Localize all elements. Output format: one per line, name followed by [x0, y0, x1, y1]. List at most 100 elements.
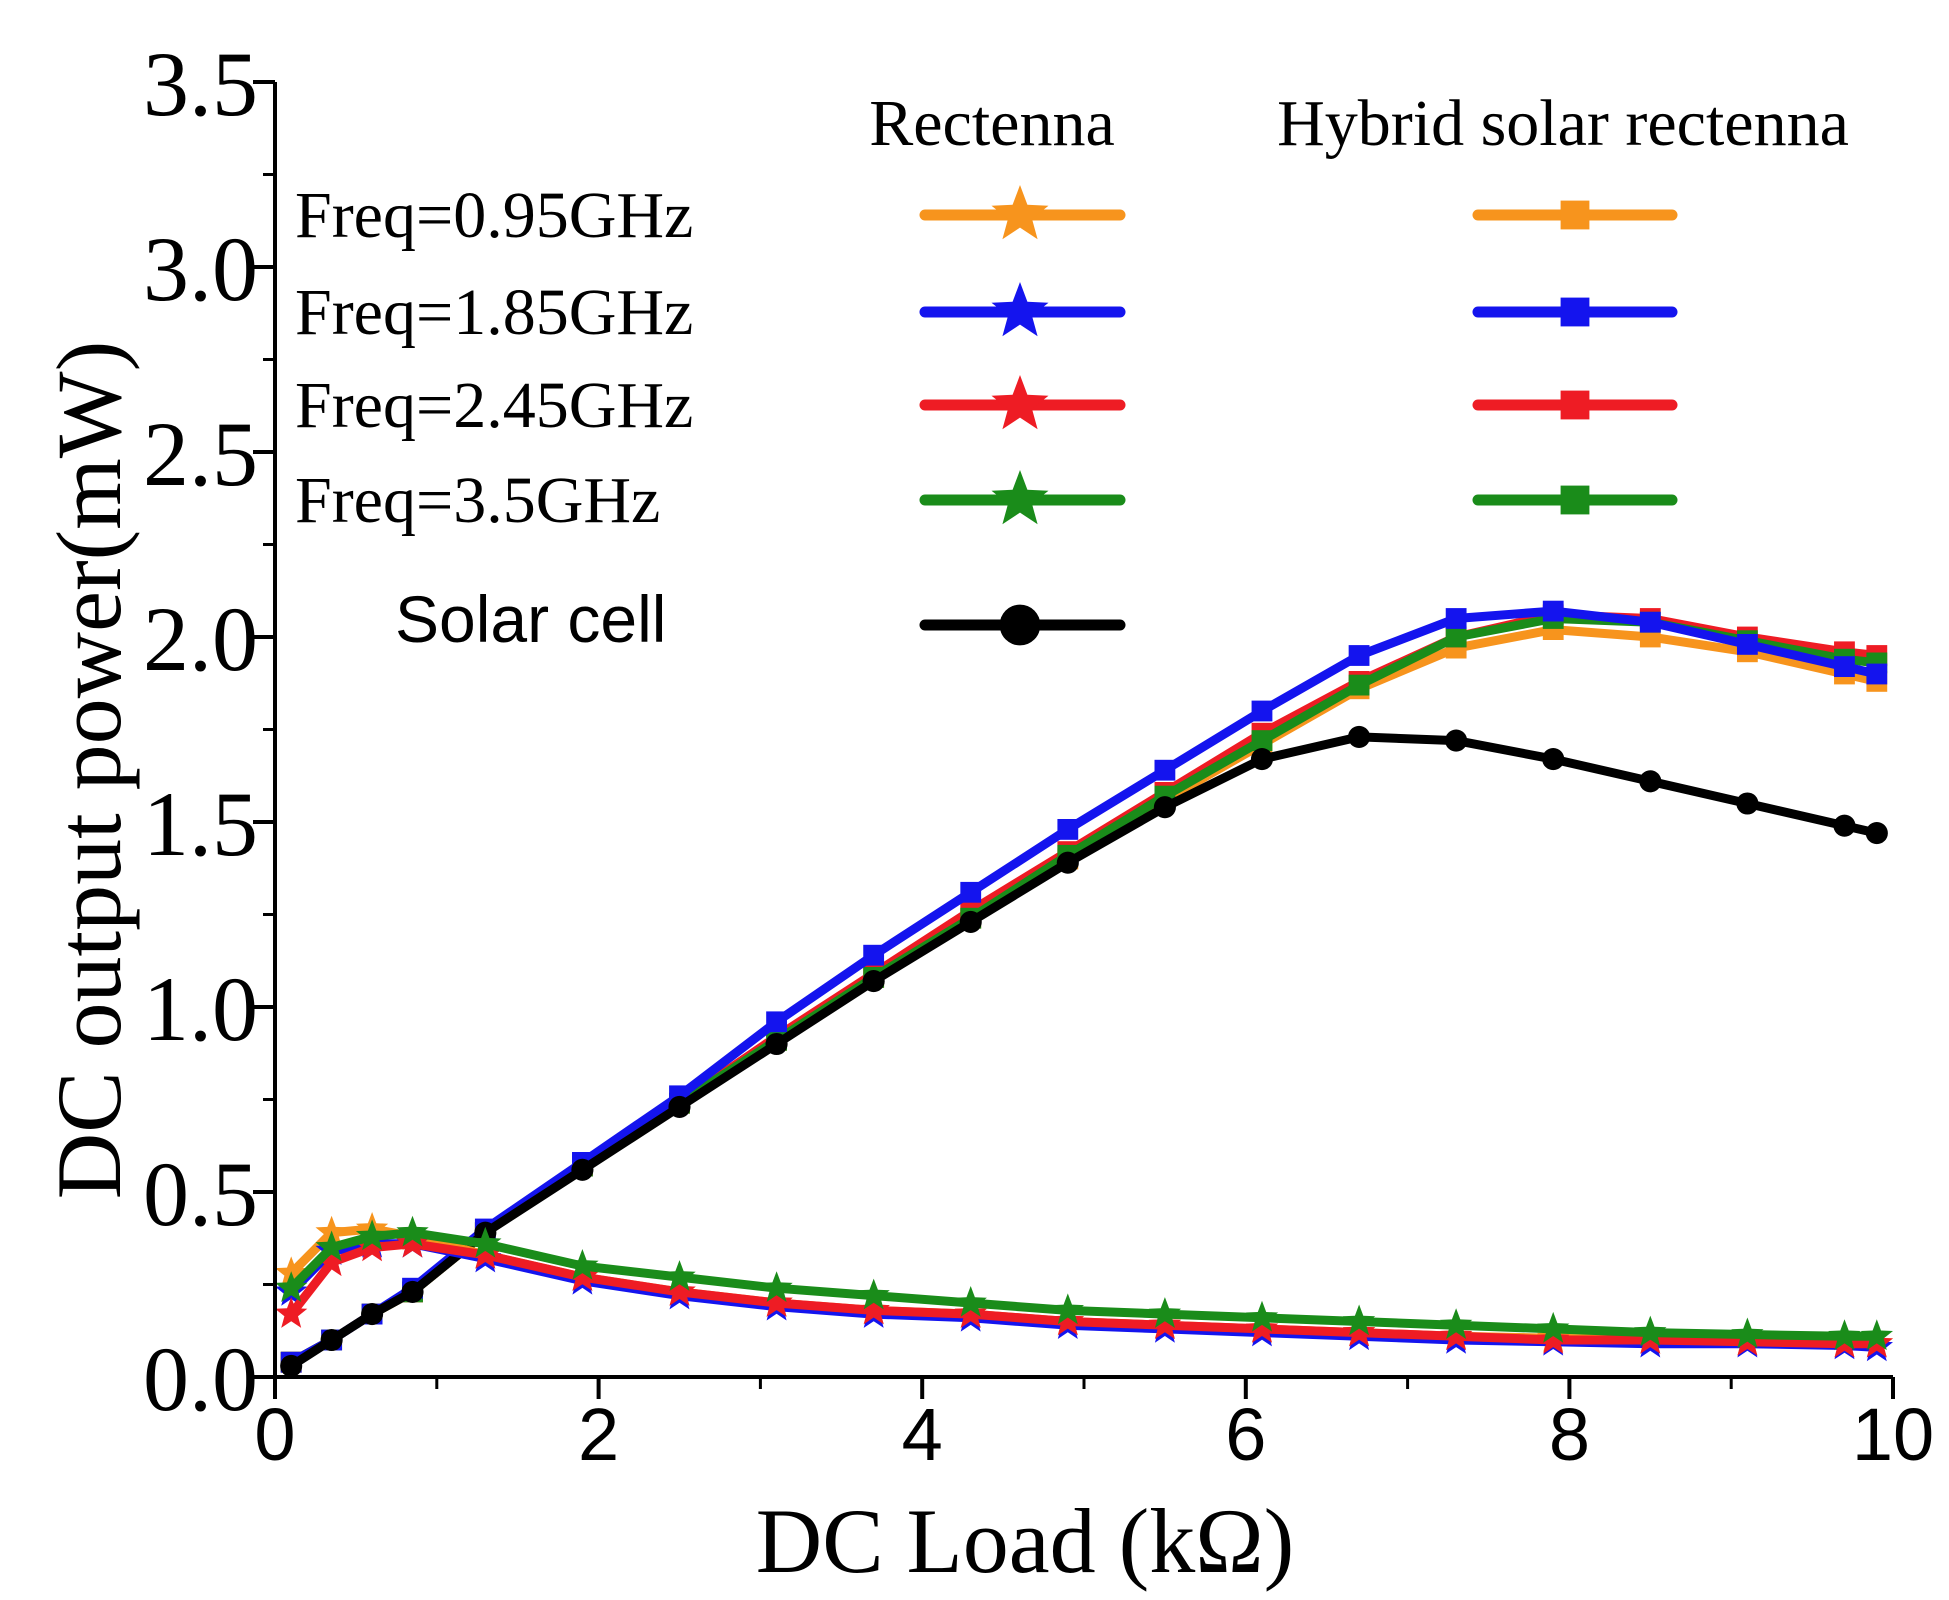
- data-point: [1833, 814, 1856, 837]
- x-tick-label: 4: [902, 1393, 943, 1476]
- data-point: [1154, 759, 1176, 781]
- data-point: [1445, 729, 1468, 752]
- data-point: [663, 1274, 696, 1306]
- legend-solar-marker: [999, 604, 1041, 646]
- data-point: [1445, 626, 1467, 648]
- data-point: [1153, 796, 1176, 819]
- data-point: [1348, 645, 1370, 666]
- series-hybrid-6: [280, 604, 1888, 1373]
- legend-hybrid-marker: [1560, 297, 1590, 327]
- legend-rectenna-marker: [991, 470, 1049, 525]
- data-point: [1251, 700, 1273, 722]
- data-point: [857, 1293, 890, 1325]
- y-tick-label: 2.5: [143, 403, 258, 505]
- data-point: [1542, 600, 1564, 622]
- y-tick-label: 1.5: [143, 773, 258, 875]
- series-line: [286, 732, 1882, 1371]
- legend: Rectenna Hybrid solar rectenna Freq=0.95…: [295, 87, 1849, 656]
- data-point: [361, 1303, 384, 1326]
- data-point: [280, 1354, 303, 1377]
- legend-hybrid-marker: [1560, 390, 1590, 420]
- data-point: [1828, 1319, 1861, 1351]
- data-point: [355, 1230, 389, 1262]
- data-point: [663, 1260, 696, 1291]
- data-point: [1634, 1315, 1667, 1347]
- y-axis-label: DC output power(mW): [38, 341, 140, 1200]
- data-point: [1342, 1315, 1376, 1347]
- legend-header-rectenna: Rectenna: [869, 87, 1115, 160]
- y-tick-label: 3.5: [143, 33, 258, 135]
- data-point: [1834, 656, 1855, 677]
- data-point: [1056, 851, 1079, 874]
- y-tick-label: 0.5: [143, 1143, 258, 1245]
- data-point: [1537, 1311, 1570, 1343]
- data-point: [1542, 748, 1565, 771]
- data-point: [862, 970, 885, 993]
- data-point: [760, 1271, 793, 1302]
- data-point: [1051, 1293, 1084, 1325]
- data-point: [1736, 792, 1759, 815]
- data-point: [1245, 1300, 1279, 1332]
- legend-row-label: Freq=0.95GHz: [295, 179, 693, 252]
- data-point: [1865, 822, 1888, 845]
- data-point: [1639, 611, 1661, 633]
- data-point: [954, 1286, 987, 1317]
- data-point: [1245, 1311, 1279, 1343]
- series-layer: [275, 600, 1893, 1377]
- data-point: [571, 1158, 594, 1181]
- data-point: [1731, 1317, 1764, 1349]
- data-point: [1348, 674, 1370, 696]
- data-point: [566, 1249, 599, 1280]
- ticks: 0 2 4 6 8 10 0.0 0.5 1.0 1.5 2.0 2.5 3.0 3.5: [143, 33, 1934, 1476]
- data-point: [1445, 608, 1467, 629]
- data-point: [1440, 1308, 1473, 1339]
- data-point: [1348, 725, 1371, 748]
- data-point: [1537, 1323, 1570, 1354]
- legend-row-label: Freq=3.5GHz: [295, 464, 660, 537]
- legend-solar-label: Solar cell: [395, 582, 666, 656]
- legend-row-label: Freq=2.45GHz: [295, 369, 693, 442]
- y-tick-label: 3.0: [143, 218, 258, 320]
- data-point: [315, 1230, 348, 1262]
- data-point: [396, 1226, 429, 1258]
- data-point: [765, 1032, 788, 1056]
- data-point: [954, 1297, 987, 1328]
- data-point: [760, 1286, 793, 1317]
- data-point: [469, 1226, 502, 1258]
- series-rectenna-2: [275, 1226, 1893, 1358]
- data-point: [469, 1237, 502, 1269]
- data-point: [960, 881, 982, 903]
- series-rectenna-3: [275, 1215, 1893, 1351]
- legend-rectenna-marker: [991, 375, 1049, 430]
- data-point: [1148, 1297, 1182, 1328]
- data-point: [1051, 1304, 1084, 1336]
- series-hybrid-7: [280, 608, 1888, 1373]
- y-tick-label: 2.0: [143, 588, 258, 690]
- data-point: [401, 1280, 424, 1303]
- data-point: [396, 1215, 429, 1247]
- data-point: [1057, 819, 1079, 840]
- data-point: [1250, 748, 1274, 771]
- x-tick-label: 0: [254, 1393, 295, 1476]
- data-point: [275, 1271, 308, 1302]
- data-point: [1736, 634, 1758, 655]
- x-tick-label: 6: [1225, 1393, 1266, 1476]
- legend-header-hybrid: Hybrid solar rectenna: [1277, 87, 1849, 160]
- data-point: [1440, 1319, 1473, 1351]
- legend-rectenna-marker: [991, 282, 1049, 337]
- data-point: [566, 1260, 599, 1291]
- series-hybrid-5: [280, 600, 1888, 1373]
- data-point: [857, 1278, 890, 1310]
- y-tick-label: 1.0: [143, 958, 258, 1060]
- data-point: [1639, 770, 1662, 793]
- x-axis-label: DC Load (kΩ): [756, 1490, 1294, 1592]
- data-point: [1251, 730, 1273, 751]
- data-point: [275, 1297, 308, 1328]
- legend-hybrid-marker: [1560, 485, 1590, 515]
- legend-hybrid-marker: [1560, 200, 1590, 230]
- data-point: [766, 1011, 787, 1033]
- x-tick-label: 2: [578, 1393, 619, 1476]
- series-line: [286, 1239, 1882, 1349]
- data-point: [959, 910, 982, 933]
